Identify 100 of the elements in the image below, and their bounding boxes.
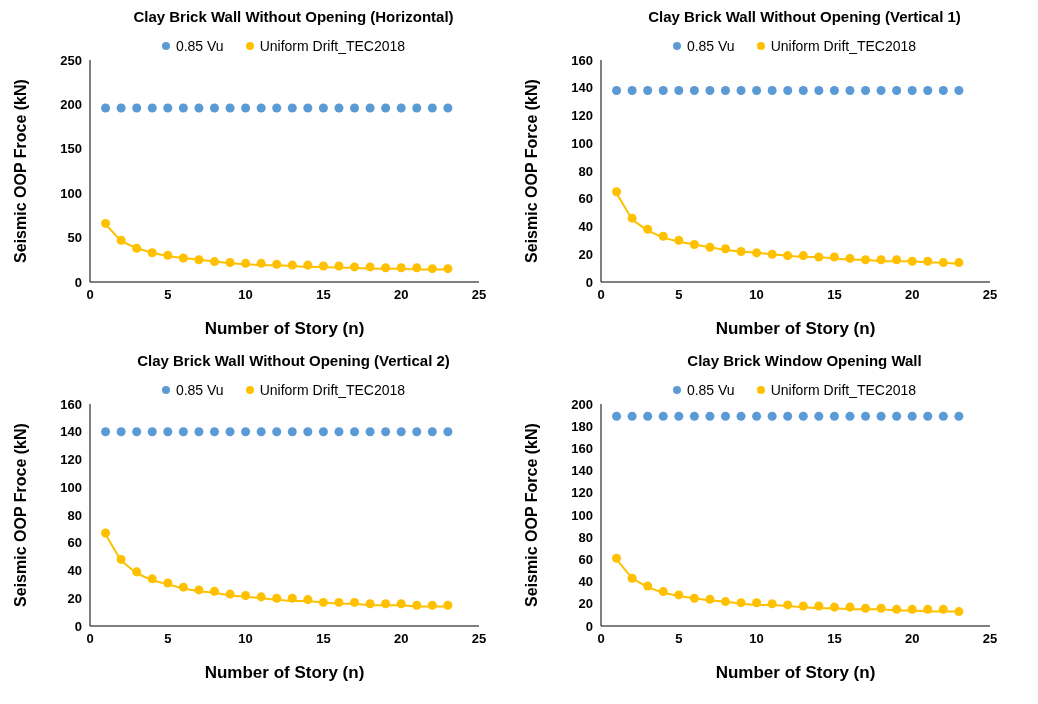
point <box>658 587 668 597</box>
point <box>845 602 855 612</box>
x-tick-label: 20 <box>904 287 920 303</box>
point <box>427 427 437 437</box>
point <box>783 600 793 610</box>
point <box>658 411 668 421</box>
point <box>627 411 637 421</box>
point <box>861 86 871 96</box>
point <box>163 250 173 260</box>
point <box>116 554 126 564</box>
point <box>256 592 266 602</box>
y-tick-label: 100 <box>60 185 82 201</box>
point <box>938 258 948 268</box>
point <box>736 86 746 96</box>
chart-title: Clay Brick Wall Without Opening (Vertical 1) <box>647 8 962 27</box>
point <box>241 590 251 600</box>
point <box>318 103 328 113</box>
y-tick-label: 80 <box>67 507 82 523</box>
x-tick-label: 25 <box>982 287 998 303</box>
point <box>752 411 762 421</box>
x-axis-title: Number of Story (n) <box>204 663 365 682</box>
point <box>318 597 328 607</box>
point <box>147 248 157 258</box>
point <box>427 264 437 274</box>
point <box>689 86 699 96</box>
point <box>241 258 251 268</box>
point <box>241 103 251 113</box>
point <box>101 218 111 228</box>
point <box>923 411 933 421</box>
point <box>954 258 964 268</box>
x-axis-title: Number of Story (n) <box>715 663 876 682</box>
point <box>350 262 360 272</box>
x-tick-label: 0 <box>86 287 94 303</box>
point <box>272 259 282 269</box>
point <box>814 252 824 262</box>
x-tick-label: 10 <box>238 287 253 303</box>
x-tick-label: 10 <box>238 631 253 647</box>
point <box>101 528 111 538</box>
point <box>814 86 824 96</box>
y-tick-label: 120 <box>571 108 593 124</box>
point <box>256 103 266 113</box>
point <box>954 86 964 96</box>
point <box>674 411 684 421</box>
point <box>365 103 375 113</box>
legend-label: Uniform Drift_TEC2018 <box>259 382 406 398</box>
y-tick-label: 60 <box>67 535 82 551</box>
y-tick-label: 20 <box>578 596 593 612</box>
x-tick-label: 20 <box>393 631 409 647</box>
point <box>720 597 730 607</box>
legend-label: 0.85 Vu <box>686 38 735 54</box>
point <box>627 213 637 223</box>
point <box>303 103 313 113</box>
point <box>783 86 793 96</box>
point <box>814 601 824 611</box>
point <box>814 411 824 421</box>
x-tick-label: 10 <box>749 631 764 647</box>
point <box>674 86 684 96</box>
point <box>287 593 297 603</box>
point <box>783 251 793 261</box>
y-tick-label: 20 <box>67 590 82 606</box>
point <box>381 263 391 273</box>
point <box>101 427 111 437</box>
point <box>350 597 360 607</box>
point <box>443 600 453 610</box>
point <box>334 103 344 113</box>
point <box>178 103 188 113</box>
y-tick-label: 0 <box>74 274 82 290</box>
point <box>798 86 808 96</box>
point <box>752 248 762 258</box>
y-tick-label: 80 <box>578 163 593 179</box>
point <box>116 427 126 437</box>
point <box>643 411 653 421</box>
x-tick-label: 25 <box>982 631 998 647</box>
x-tick-label: 15 <box>316 287 331 303</box>
point <box>194 427 204 437</box>
point <box>923 256 933 266</box>
point <box>225 589 235 599</box>
point <box>350 103 360 113</box>
point <box>303 260 313 270</box>
x-tick-label: 20 <box>904 631 920 647</box>
legend-label: 0.85 Vu <box>686 382 735 398</box>
point <box>241 427 251 437</box>
point <box>256 427 266 437</box>
y-tick-label: 20 <box>578 246 593 262</box>
point <box>923 604 933 614</box>
chart-title: Clay Brick Wall Without Opening (Horizontal) <box>132 8 455 27</box>
x-tick-label: 25 <box>471 631 487 647</box>
y-tick-label: 60 <box>578 191 593 207</box>
point <box>443 264 453 274</box>
y-tick-label: 40 <box>578 574 593 590</box>
point <box>334 261 344 271</box>
x-tick-label: 15 <box>827 287 842 303</box>
point <box>225 427 235 437</box>
point <box>829 252 839 262</box>
point <box>209 103 219 113</box>
point <box>658 231 668 241</box>
point <box>194 585 204 595</box>
point <box>381 427 391 437</box>
y-tick-label: 180 <box>571 418 593 434</box>
point <box>954 411 964 421</box>
